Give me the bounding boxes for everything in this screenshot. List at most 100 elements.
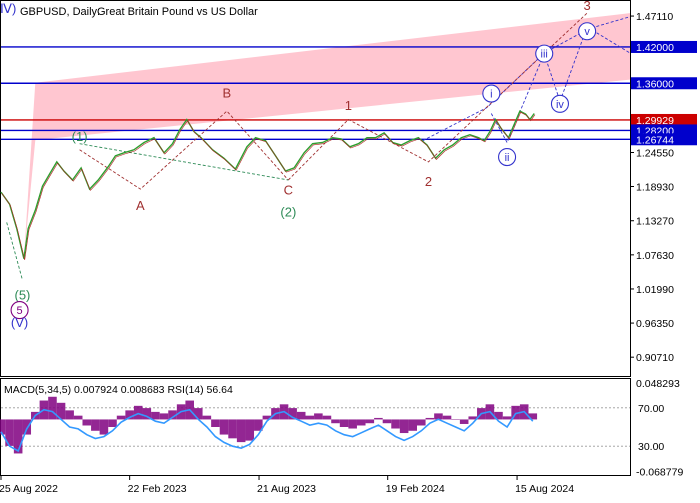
macd-histogram-bar [408, 419, 417, 431]
macd-histogram-bar [442, 415, 452, 420]
price-y-tick-label: 1.01990 [636, 284, 674, 296]
macd-histogram-bar [296, 411, 306, 420]
macd-histogram-bar [399, 419, 409, 434]
chart-description: Great Britain Pound vs US Dollar [97, 6, 258, 18]
macd-histogram-bar [0, 419, 6, 435]
macd-histogram-bar [228, 419, 237, 439]
macd-histogram-bar [168, 410, 177, 420]
wave-label-circle [482, 84, 501, 103]
macd-histogram-bar [494, 411, 503, 420]
macd-histogram-bar [91, 419, 100, 431]
rsi-level-label: 70.00 [638, 403, 664, 415]
macd-histogram-bar [339, 419, 349, 427]
macd-histogram-bar [314, 413, 323, 420]
wave-label: 2 [425, 174, 432, 189]
macd-histogram-bar [322, 415, 332, 420]
wave-label: (2) [280, 205, 296, 220]
level-price-box [631, 113, 697, 126]
wave-path [79, 143, 289, 181]
macd-histogram-bar [416, 419, 426, 426]
price-y-tick-label: 1.13270 [636, 216, 674, 228]
macd-histogram-bar [5, 419, 14, 446]
macd-histogram-bar [425, 417, 435, 420]
wave-label: 5 [17, 305, 23, 317]
chart-symbol: GBPUSD, Daily: [20, 6, 100, 18]
macd-histogram-bar [159, 413, 169, 420]
macd-histogram-bar [434, 413, 443, 420]
macd-histogram-bar [211, 419, 220, 427]
macd-histogram-bar [151, 411, 160, 420]
wave-label: v [584, 26, 590, 38]
macd-histogram-bar [82, 419, 92, 426]
wave-label: C [284, 182, 293, 197]
level-price-label: 1.36000 [636, 78, 674, 90]
macd-histogram-bar [13, 419, 23, 454]
level-price-label: 1.42000 [636, 42, 674, 54]
macd-histogram-bar [331, 419, 340, 424]
price-y-tick-label: 1.07630 [636, 250, 674, 262]
x-tick-label: 19 Feb 2024 [386, 483, 445, 495]
macd-histogram-bar [356, 419, 366, 426]
macd-histogram-bar [116, 415, 126, 420]
macd-histogram-bar [65, 410, 74, 420]
level-price-label: 1.26744 [636, 134, 674, 146]
wave-label: iv [556, 99, 564, 111]
macd-histogram-bar [468, 416, 478, 420]
rsi-line [0, 408, 534, 453]
macd-histogram-bar [254, 419, 263, 431]
x-tick-label: 21 Aug 2023 [257, 483, 316, 495]
macd-histogram-bar [193, 408, 203, 420]
macd-histogram-bar [348, 419, 357, 429]
macd-histogram-bar [528, 413, 538, 420]
price-y-tick-label: 1.47110 [636, 11, 673, 23]
wave-label: (5) [14, 288, 30, 303]
macd-histogram-bar [305, 415, 315, 420]
macd-histogram-bar [56, 402, 66, 420]
level-price-label: 1.29929 [636, 115, 674, 127]
macd-histogram-bar [451, 419, 460, 420]
macd-histogram-bar [391, 419, 400, 429]
axis-labels: 1.47110 1.42000 1.36000 1.24550 1.18930 1.132… [0, 11, 697, 495]
level-price-box [631, 133, 697, 146]
price-y-tick-label: 1.18930 [636, 182, 674, 194]
wave-label: (1) [72, 129, 88, 144]
macd-histogram-bar [374, 417, 383, 420]
macd-histogram-bar [99, 419, 109, 435]
wave-label: (V) [11, 315, 28, 330]
wave-label-circle [498, 147, 517, 167]
wave-label-circle [10, 301, 29, 320]
indicator-y-tick-label: -0.068779 [636, 466, 683, 478]
macd-histogram-bar [288, 408, 297, 420]
wave-path [79, 110, 289, 190]
wave-label: A [136, 198, 145, 213]
macd-histogram-bar [382, 419, 392, 424]
macd-histogram-bar [245, 419, 255, 441]
macd-histogram-bar [202, 415, 212, 420]
rsi-level-label: 30.00 [638, 441, 664, 453]
macd-histogram-bar [125, 410, 134, 420]
x-tick-label: 15 Aug 2024 [515, 483, 574, 495]
macd-histogram-bar [511, 405, 520, 420]
macd-histogram-bar [22, 419, 32, 435]
macd-histogram-bar [502, 416, 512, 420]
wave-path [287, 12, 588, 181]
macd-histogram-bar [73, 415, 83, 420]
macd-histogram-bar [236, 419, 246, 443]
macd-histogram-bar [219, 419, 229, 435]
macd-histogram-bar [133, 405, 143, 420]
level-price-box [631, 40, 697, 53]
wave-label: Ⅳ) [0, 1, 16, 16]
macd-histogram-bar [142, 408, 152, 420]
wave-label: 1 [345, 98, 352, 113]
indicator-y-tick-label: 0.048293 [636, 378, 680, 390]
wave-label: 3 [583, 0, 590, 13]
macd-histogram-bar [459, 419, 469, 424]
price-y-tick-label: 1.24550 [636, 148, 674, 160]
macd-histogram-bar [365, 419, 375, 424]
x-tick-label: 25 Aug 2022 [0, 483, 58, 495]
wave-label: B [223, 86, 232, 101]
macd-histogram-bar [262, 415, 272, 420]
wave-label: iii [541, 49, 548, 61]
